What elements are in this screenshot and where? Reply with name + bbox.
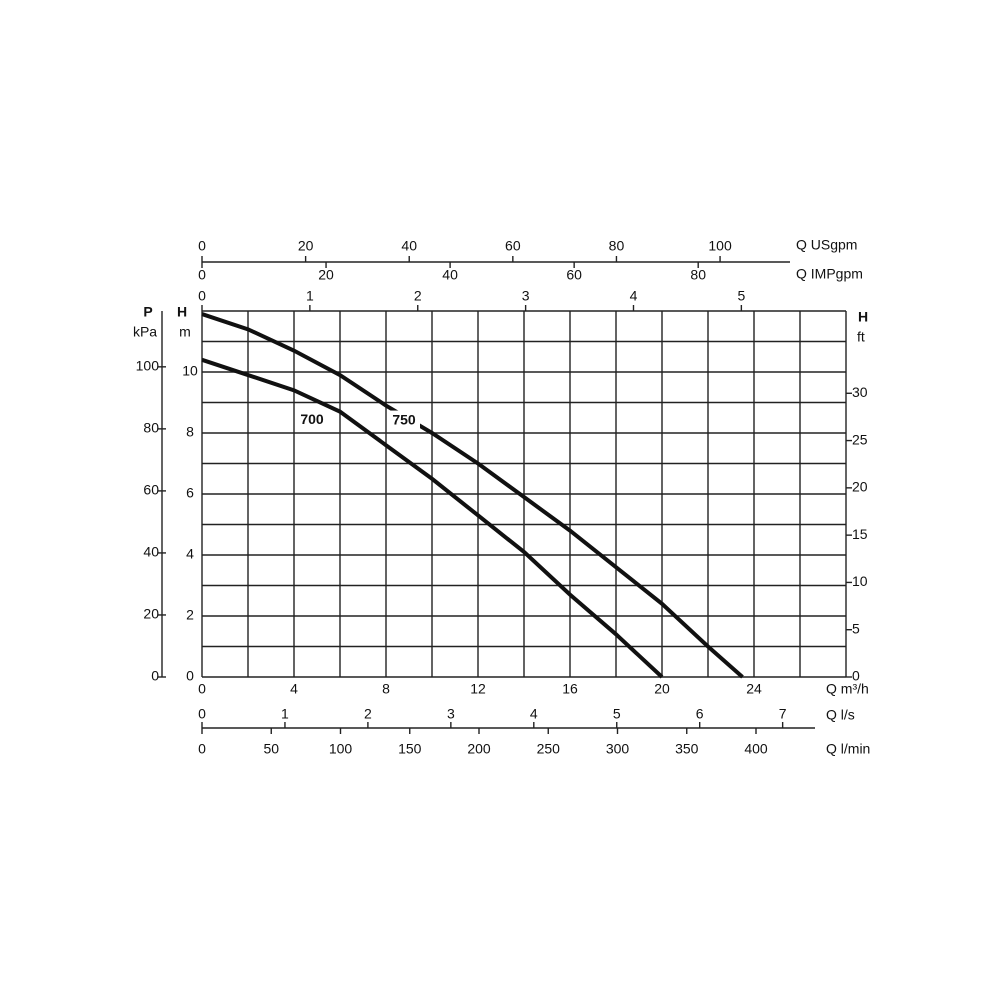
ft-tick-label: 30 xyxy=(852,384,868,400)
y-label: H xyxy=(177,304,187,320)
curve-label-bg xyxy=(388,410,420,431)
axis-label: Q IMPgpm xyxy=(796,266,863,282)
y-tick-label: 10 xyxy=(182,363,198,379)
curve-label: 750 xyxy=(392,411,416,427)
axis-tick-label: 6 xyxy=(696,706,704,722)
ft-tick-label: 5 xyxy=(852,620,860,636)
y-tick-label: 0 xyxy=(186,668,194,684)
x-tick-label: 4 xyxy=(290,681,298,697)
axis-tick-label: 0 xyxy=(198,288,206,304)
axis-tick-label: 60 xyxy=(505,238,521,254)
axis-tick-label: 150 xyxy=(398,741,422,757)
axis-tick-label: 40 xyxy=(442,267,458,283)
axis-label: Q USgpm xyxy=(796,237,857,253)
y-tick-label: 8 xyxy=(186,424,194,440)
axis-tick-label: 5 xyxy=(613,706,621,722)
x-tick-label: 20 xyxy=(654,681,670,697)
axis-tick-label: 200 xyxy=(467,741,491,757)
axis-tick-label: 80 xyxy=(690,267,706,283)
axis-tick-label: 3 xyxy=(447,706,455,722)
axis-tick-label: 1 xyxy=(306,288,314,304)
p-tick-label: 60 xyxy=(143,482,159,498)
ft-tick-label: 10 xyxy=(852,573,868,589)
p-tick-label: 20 xyxy=(143,606,159,622)
axis-tick-label: 0 xyxy=(198,267,206,283)
axis-tick-label: 4 xyxy=(530,706,538,722)
x-tick-label: 16 xyxy=(562,681,578,697)
axis-tick-label: 3 xyxy=(522,288,530,304)
curve xyxy=(201,357,664,679)
p-tick-label: 40 xyxy=(143,544,159,560)
x-tick-label: 8 xyxy=(382,681,390,697)
curve xyxy=(201,312,744,679)
x-tick-label: 12 xyxy=(470,681,486,697)
axis-tick-label: 300 xyxy=(606,741,630,757)
ft-axis-label: H xyxy=(858,309,868,325)
y-tick-label: 2 xyxy=(186,607,194,623)
axis-tick-label: 7 xyxy=(779,706,787,722)
axis-tick-label: 20 xyxy=(318,267,334,283)
y-tick-label: 4 xyxy=(186,546,194,562)
x-tick-label: 0 xyxy=(198,681,206,697)
axis-tick-label: 100 xyxy=(708,238,732,254)
axis-tick-label: 100 xyxy=(329,741,353,757)
ft-tick-label: 25 xyxy=(852,431,868,447)
axis-tick-label: 5 xyxy=(737,288,745,304)
axis-tick-label: 80 xyxy=(609,238,625,254)
axis-tick-label: 350 xyxy=(675,741,699,757)
axis-tick-label: 60 xyxy=(566,267,582,283)
axis-label: Q l/s xyxy=(826,707,855,723)
axis-tick-label: 0 xyxy=(198,706,206,722)
axis-tick-label: 250 xyxy=(537,741,561,757)
axis-label: Q l/min xyxy=(826,741,870,757)
y-label: m xyxy=(179,324,191,340)
p-axis-label: kPa xyxy=(133,324,157,340)
y-tick-label: 6 xyxy=(186,485,194,501)
axis-tick-label: 400 xyxy=(744,741,768,757)
x-label: Q m³/h xyxy=(826,681,869,697)
axis-tick-label: 2 xyxy=(414,288,422,304)
axis-tick-label: 4 xyxy=(630,288,638,304)
ft-tick-label: 20 xyxy=(852,479,868,495)
axis-tick-label: 0 xyxy=(198,238,206,254)
p-tick-label: 100 xyxy=(136,358,160,374)
axis-tick-label: 20 xyxy=(298,238,314,254)
axis-tick-label: 40 xyxy=(401,238,417,254)
ft-tick-label: 0 xyxy=(852,668,860,684)
curve-label-bg xyxy=(296,410,328,431)
axis-tick-label: 50 xyxy=(263,741,279,757)
x-tick-label: 24 xyxy=(746,681,762,697)
p-tick-label: 0 xyxy=(151,668,159,684)
p-tick-label: 80 xyxy=(143,420,159,436)
axis-tick-label: 1 xyxy=(281,706,289,722)
p-axis-label: P xyxy=(143,304,152,320)
ft-axis-label: ft xyxy=(857,329,865,345)
ft-tick-label: 15 xyxy=(852,526,868,542)
axis-tick-label: 0 xyxy=(198,741,206,757)
curve-label: 700 xyxy=(300,411,324,427)
axis-tick-label: 2 xyxy=(364,706,372,722)
